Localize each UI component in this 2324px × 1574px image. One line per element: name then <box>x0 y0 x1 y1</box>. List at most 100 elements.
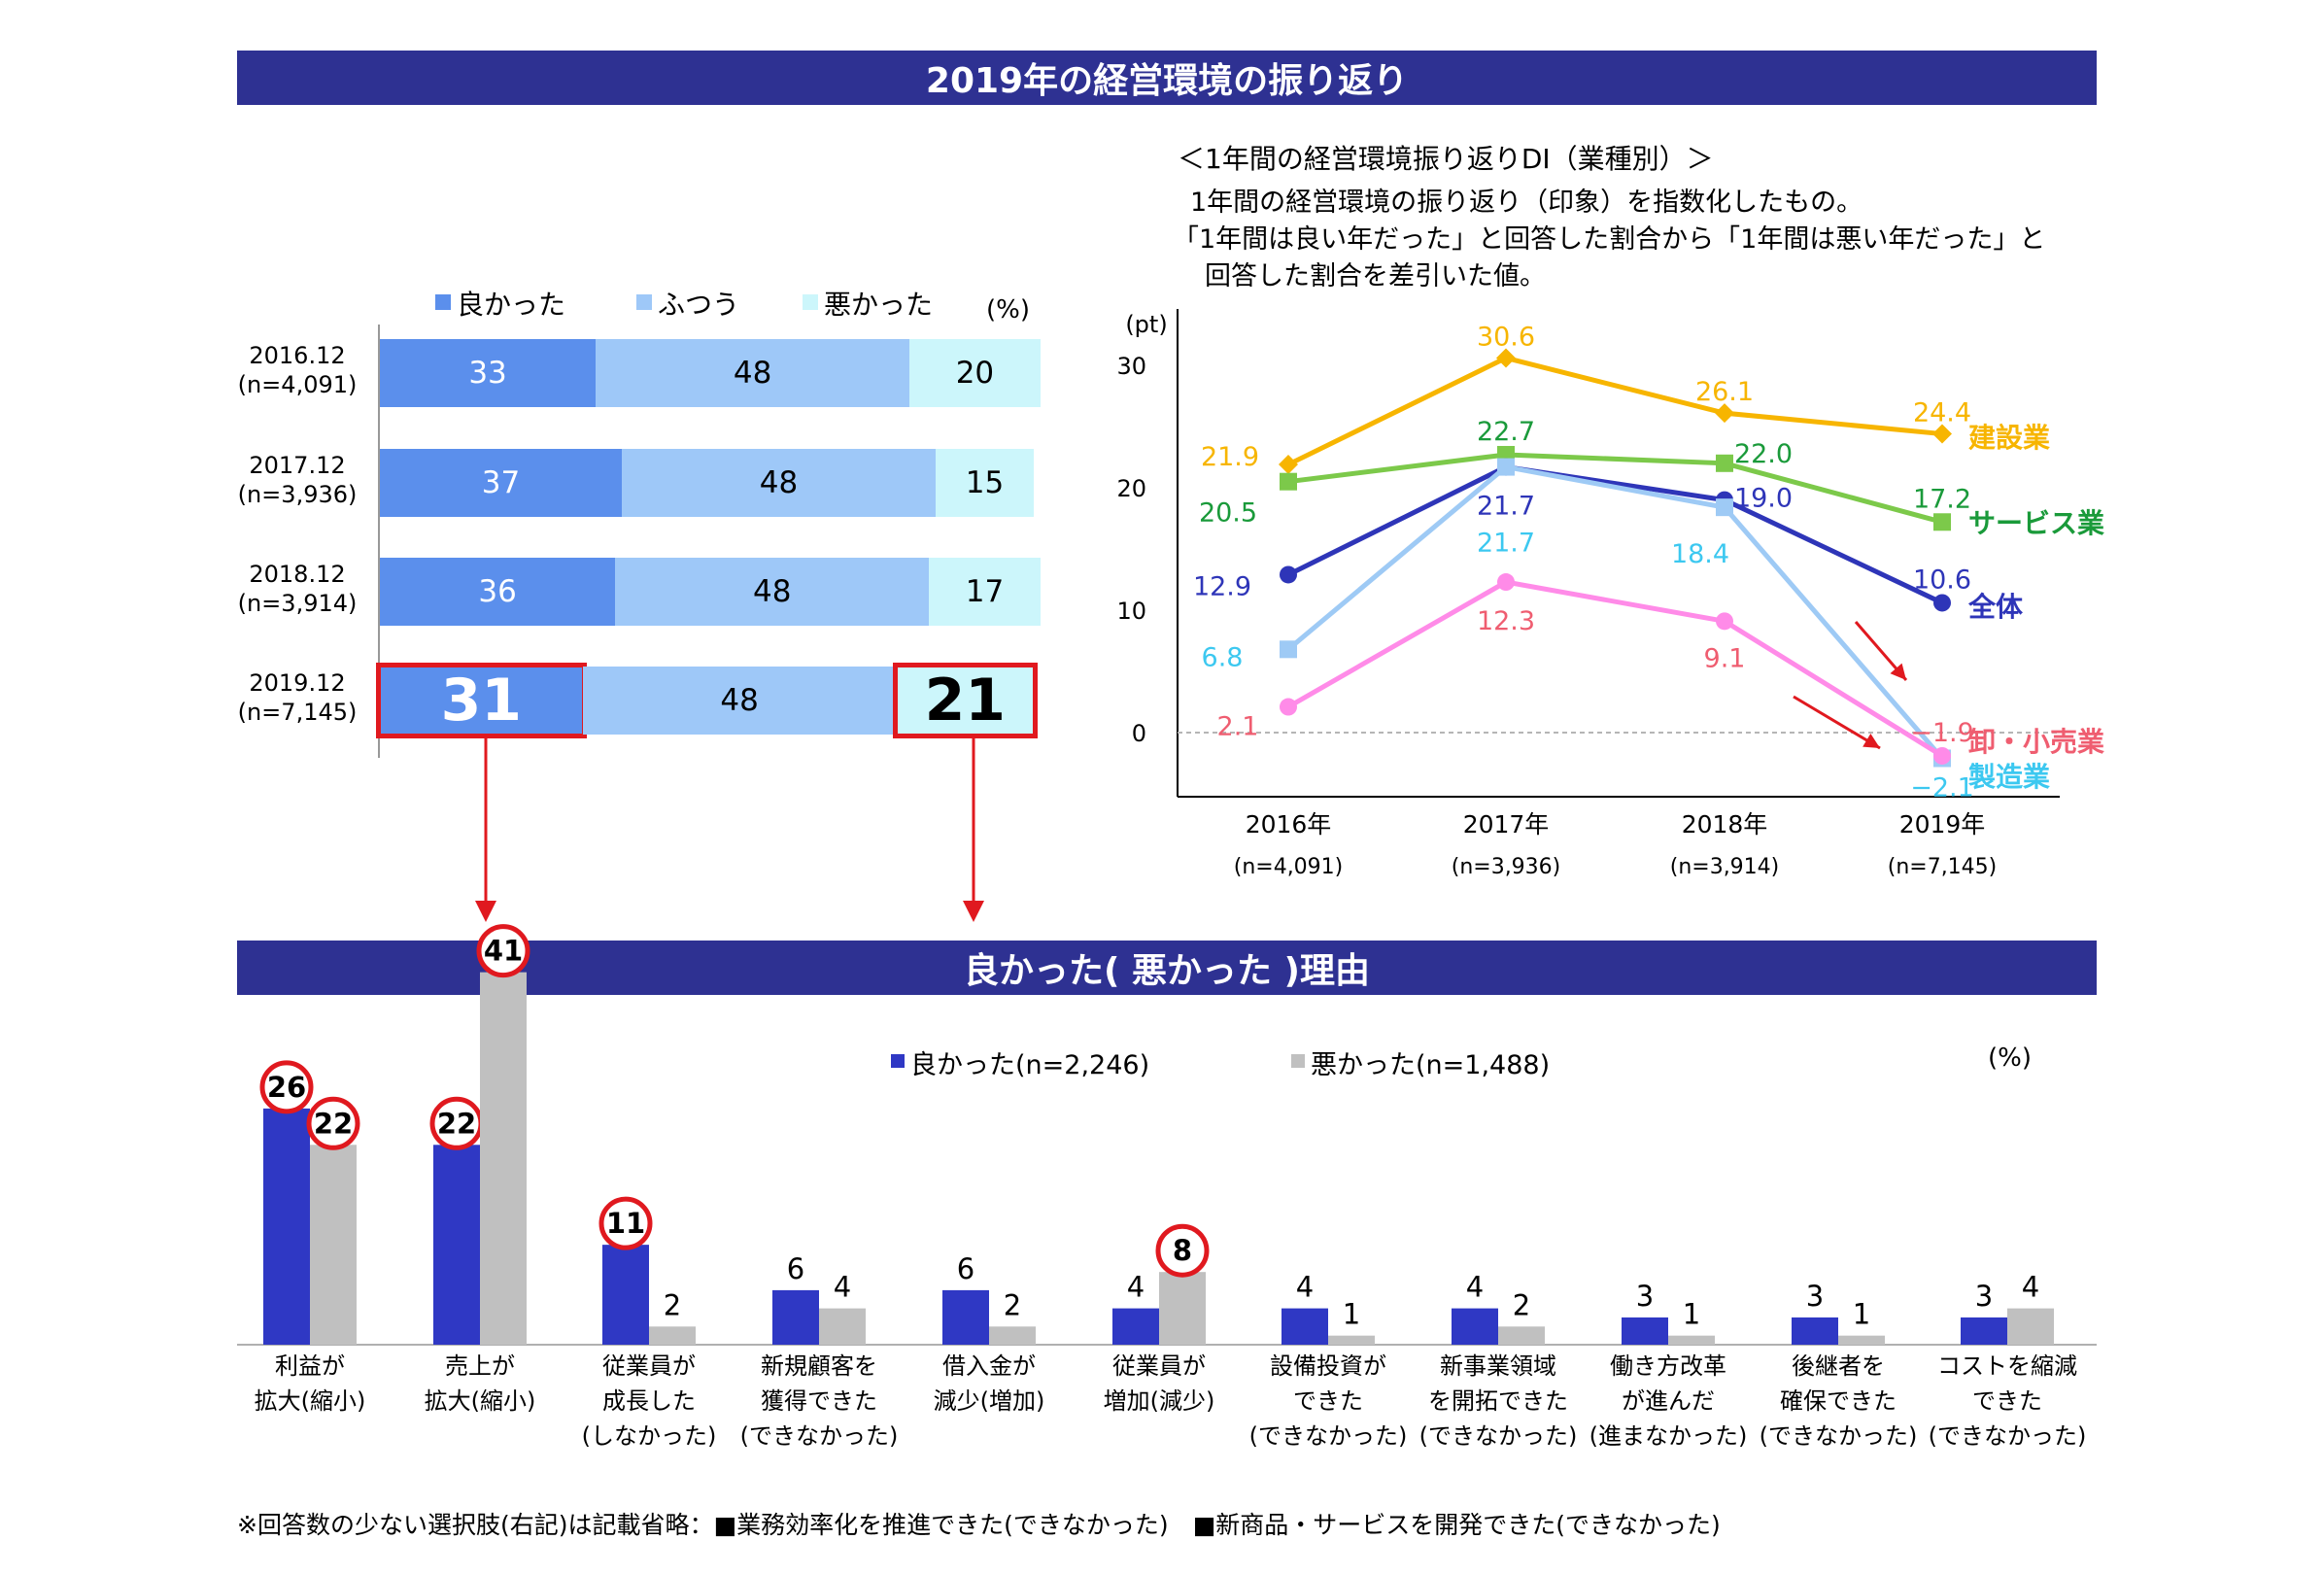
line-chart-desc-1: 1年間の経営環境の振り返り（印象）を指数化したもの。 <box>1190 188 1863 218</box>
series-data-label: 26.1 <box>1695 377 1754 407</box>
series-data-label: 6.8 <box>1202 642 1244 672</box>
series-data-label: 21.7 <box>1477 492 1535 522</box>
reason-bar-good <box>772 1289 819 1345</box>
stacked-segment: 17 <box>929 558 1041 626</box>
stacked-segment: 48 <box>622 449 937 517</box>
reason-bar-bad <box>1328 1335 1375 1345</box>
series-data-label: 17.2 <box>1913 484 1971 514</box>
series-data-label: 21.9 <box>1201 442 1259 472</box>
series-name: 卸・小売業 <box>1968 726 2104 758</box>
reason-category-line: (進まなかった) <box>1589 1422 1748 1450</box>
stacked-segment-value: 31 <box>440 667 523 735</box>
reason-category-line: 拡大(縮小) <box>424 1387 536 1415</box>
series-data-label: 21.7 <box>1477 529 1535 559</box>
stacked-segment-value: 20 <box>955 356 995 391</box>
series-data-label: −2.1 <box>1910 772 1974 803</box>
trend-arrowhead <box>1890 663 1906 680</box>
series-data-label: 20.5 <box>1199 498 1257 529</box>
reason-category-line: 確保できた <box>1780 1387 1897 1415</box>
circle-highlight <box>598 1196 653 1250</box>
reason-bar-bad <box>480 972 527 1345</box>
legend-swatch-bad-reason <box>1291 1054 1305 1068</box>
stacked-segment: 37 <box>380 449 622 517</box>
legend-label-bad: 悪かった <box>824 289 934 321</box>
series-data-label: 18.4 <box>1671 539 1729 569</box>
series-marker <box>1280 640 1297 659</box>
reason-category-line: (しなかった) <box>581 1422 717 1450</box>
line-x-tick: 2017年 <box>1463 810 1550 838</box>
stacked-segment: 20 <box>909 339 1041 407</box>
trend-arrow <box>1793 695 1881 750</box>
stacked-segment-value: 48 <box>720 683 759 718</box>
series-marker <box>1280 698 1297 716</box>
series-data-label: 19.0 <box>1734 484 1793 514</box>
series-data-label: 22.0 <box>1734 439 1793 469</box>
reason-bar-value: 4 <box>834 1271 851 1304</box>
series-marker <box>1496 348 1516 368</box>
stacked-row-date: 2019.12 <box>249 669 346 697</box>
series-marker <box>1933 746 1951 765</box>
reason-category-label: 後継者を 確保できた (できなかった) <box>1756 1349 1921 1454</box>
reason-bar-value: 3 <box>1975 1280 1993 1313</box>
reason-bar-value: 4 <box>1466 1271 1484 1304</box>
stacked-segment: 33 <box>380 339 597 407</box>
stacked-row-label: 2017.12 (n=3,936) <box>231 451 363 509</box>
series-data-label: 12.3 <box>1477 606 1535 636</box>
stacked-segment-value: 15 <box>965 465 1005 500</box>
line-x-n: (n=3,914) <box>1670 855 1780 879</box>
reason-bar-good <box>942 1289 989 1345</box>
stacked-segment-value: 17 <box>965 574 1005 609</box>
line-chart-title: ＜1年間の経営環境振り返りDI（業種別）＞ <box>1178 143 1714 175</box>
stacked-segment-value: 48 <box>733 356 772 391</box>
reason-category-label: 設備投資が できた (できなかった) <box>1246 1349 1411 1454</box>
stacked-segment: 36 <box>380 558 616 626</box>
series-data-label: 10.6 <box>1913 565 1971 595</box>
reason-category-label: 従業員が 成長した (しなかった) <box>566 1349 732 1454</box>
reason-bar-value: 11 <box>606 1207 645 1240</box>
legend-swatch-good-reason <box>891 1054 905 1068</box>
reason-category-line: 新事業領域 <box>1440 1352 1556 1380</box>
reason-bar-good <box>263 1108 310 1345</box>
reason-category-line: 売上が <box>445 1352 515 1380</box>
reason-unit: (%) <box>1988 1044 2032 1073</box>
reason-category-line: (できなかった) <box>1418 1422 1578 1450</box>
reason-category-line: (できなかった) <box>739 1422 899 1450</box>
bottom-banner: 良かった( 悪かった )理由 <box>237 941 2097 995</box>
reason-bar-bad <box>1498 1326 1545 1345</box>
stacked-row-n: (n=4,091) <box>237 371 358 398</box>
series-data-label: −1.9 <box>1910 718 1974 748</box>
reason-category-line: (できなかった) <box>1759 1422 1918 1450</box>
series-marker <box>1280 472 1297 491</box>
stacked-axis-line <box>378 325 380 758</box>
series-marker <box>1932 424 1952 444</box>
stacked-row-date: 2017.12 <box>249 452 346 479</box>
reason-category-line: 増加(減少) <box>1103 1387 1215 1415</box>
series-name: 建設業 <box>1968 422 2050 454</box>
stacked-segment-value: 36 <box>478 574 517 609</box>
reason-bar-good <box>433 1145 480 1345</box>
series-marker <box>1280 565 1297 584</box>
series-data-label: 24.4 <box>1913 398 1971 428</box>
stacked-row-label: 2016.12 (n=4,091) <box>231 341 363 399</box>
reason-bar-bad <box>2007 1308 2054 1345</box>
line-chart-desc-2: 「1年間は良い年だった」と回答した割合から「1年間は悪い年だった」と <box>1173 224 2046 255</box>
reason-category-line: 利益が <box>275 1352 345 1380</box>
legend-swatch-good <box>435 294 451 310</box>
circle-highlight <box>1155 1223 1210 1278</box>
line-y-tick: 30 <box>1116 353 1146 380</box>
stacked-row-label: 2019.12 (n=7,145) <box>231 668 363 727</box>
reason-bar-value: 1 <box>1683 1298 1700 1331</box>
legend-swatch-bad <box>803 294 818 310</box>
reason-bar-good <box>1452 1308 1498 1345</box>
series-data-label: 12.9 <box>1193 571 1251 601</box>
legend-label-neutral: ふつう <box>658 289 740 321</box>
stacked-row-n: (n=3,936) <box>237 481 358 508</box>
series-data-label: 9.1 <box>1704 643 1746 673</box>
reason-bar-good <box>602 1245 649 1345</box>
reason-category-label: 働き方改革 が進んだ (進まなかった) <box>1586 1349 1751 1454</box>
reason-category-line: が進んだ <box>1622 1387 1715 1415</box>
series-marker <box>1497 573 1515 592</box>
reason-bar-bad <box>1838 1335 1885 1345</box>
reason-bar-value: 22 <box>314 1107 353 1140</box>
